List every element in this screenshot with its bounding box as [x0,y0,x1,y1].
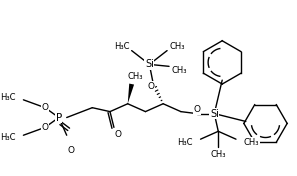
Text: CH₃: CH₃ [244,138,260,147]
Text: O: O [42,103,48,112]
Text: H₃C: H₃C [177,138,192,147]
Text: H₃C: H₃C [114,42,129,51]
Text: CH₃: CH₃ [171,66,187,75]
Text: Si: Si [145,59,154,69]
Text: CH₃: CH₃ [128,72,143,81]
Text: O: O [148,81,155,90]
Text: O: O [114,130,121,139]
Text: H₃C: H₃C [0,133,15,142]
Text: O: O [42,123,48,132]
Text: CH₃: CH₃ [169,42,185,51]
Text: O: O [193,105,200,114]
Text: P: P [56,112,62,122]
Text: O: O [67,146,74,155]
Polygon shape [128,84,134,104]
Text: Si: Si [210,109,219,119]
Text: H₃C: H₃C [0,93,15,102]
Text: CH₃: CH₃ [211,150,226,159]
